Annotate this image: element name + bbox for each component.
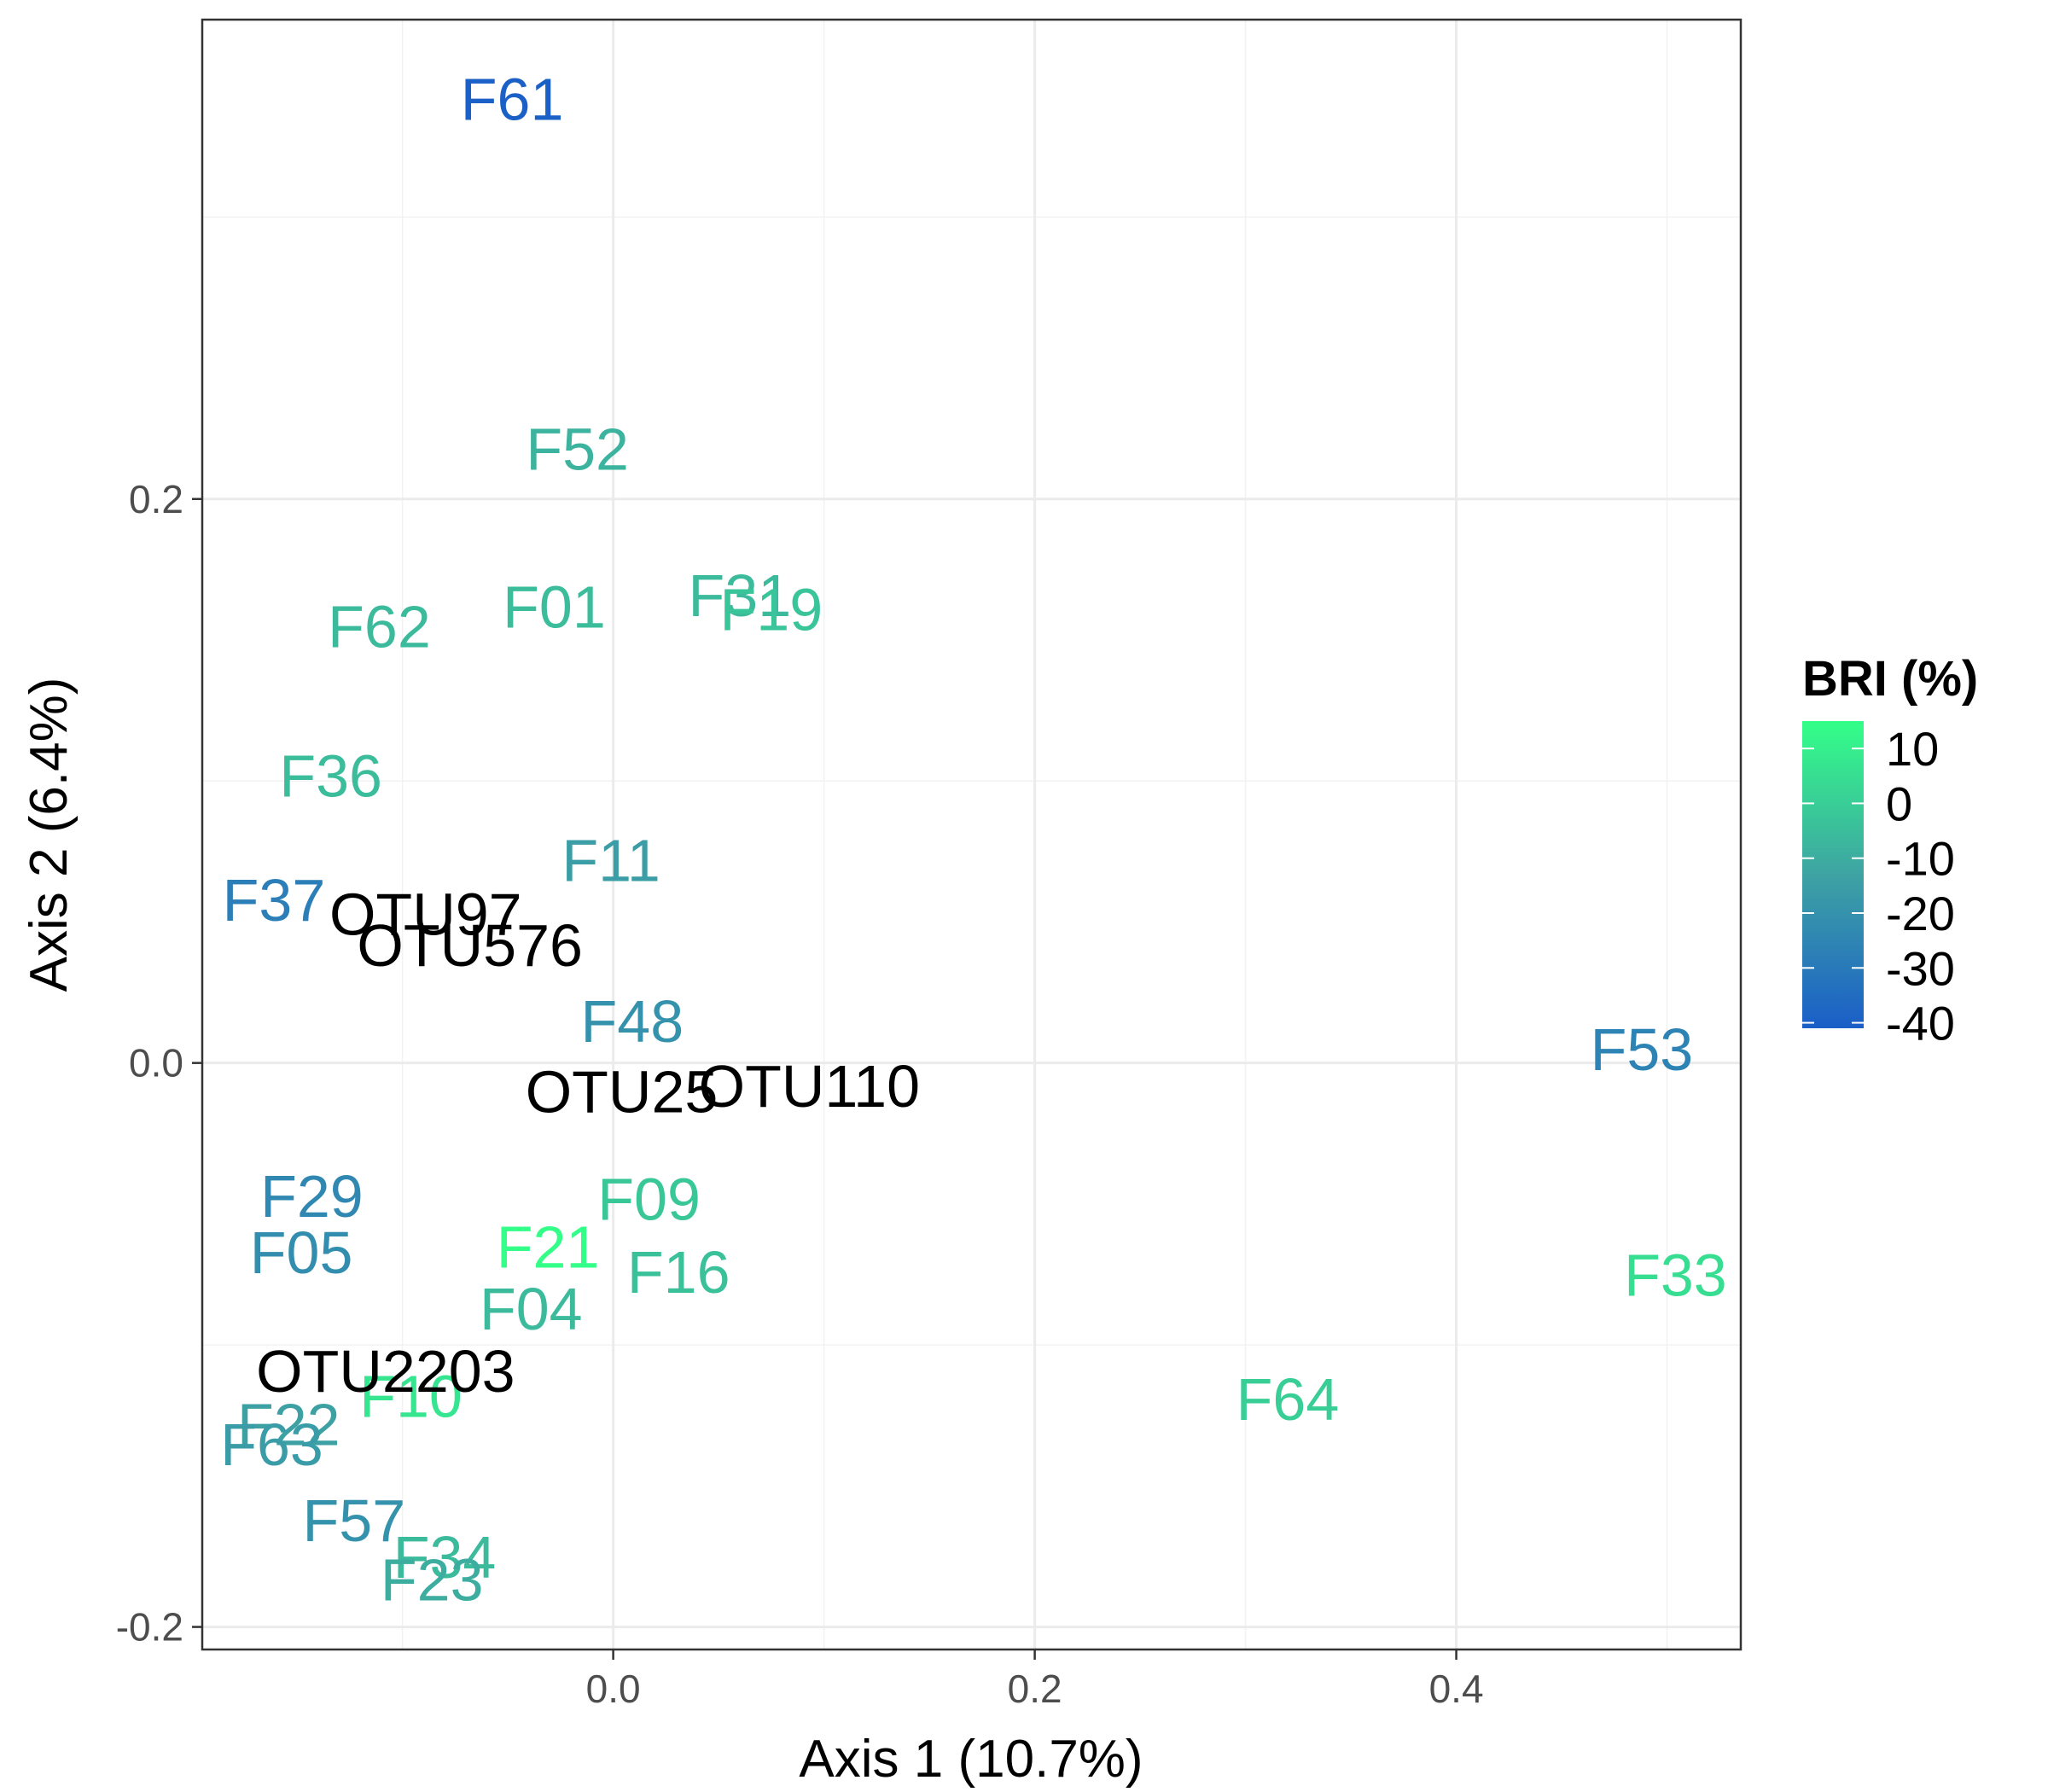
sample-label: F63 xyxy=(220,1411,323,1478)
sample-label: F33 xyxy=(1624,1242,1727,1309)
legend-tick-label: -30 xyxy=(1886,941,1955,995)
sample-label: F23 xyxy=(381,1546,484,1613)
plot-panel-border xyxy=(201,18,1743,1651)
legend-colorbar xyxy=(1802,721,1864,1028)
sample-label: F61 xyxy=(461,67,564,133)
y-tick-label: -0.2 xyxy=(116,1605,183,1649)
sample-label: F01 xyxy=(503,573,606,640)
sample-label: F52 xyxy=(526,416,629,482)
y-axis-title: Axis 2 (6.4%) xyxy=(20,678,79,992)
otu-label: OTU2203 xyxy=(256,1338,515,1405)
sample-label: F10 xyxy=(359,1364,463,1430)
y-tick-label: 0.0 xyxy=(129,1041,183,1085)
sample-label: F34 xyxy=(393,1524,497,1591)
sample-label: F48 xyxy=(581,988,684,1055)
grid-lines xyxy=(202,20,1741,1649)
sample-label: F22 xyxy=(237,1392,340,1458)
sample-label: F36 xyxy=(279,743,382,810)
legend-tick-label: -40 xyxy=(1886,997,1955,1050)
sample-label: F31 xyxy=(689,562,792,629)
sample-label: F37 xyxy=(223,867,326,934)
y-axis-ticks: -0.2 0.0 0.2 xyxy=(116,477,202,1649)
x-axis-ticks: 0.0 0.2 0.4 xyxy=(586,1649,1484,1711)
sample-label: F62 xyxy=(328,593,431,660)
sample-label: F21 xyxy=(497,1213,600,1280)
x-axis-title: Axis 1 (10.7%) xyxy=(799,1730,1143,1789)
sample-label: F29 xyxy=(260,1163,364,1230)
sample-label: F16 xyxy=(627,1239,730,1306)
legend-tick-label: -10 xyxy=(1886,832,1955,886)
y-tick-label: 0.2 xyxy=(129,477,183,521)
legend-tick-label: -20 xyxy=(1886,887,1955,940)
x-tick-label: 0.0 xyxy=(586,1667,641,1711)
sample-label: F04 xyxy=(480,1276,583,1342)
sample-label: F57 xyxy=(303,1487,406,1554)
legend-title: BRI (%) xyxy=(1802,651,1978,707)
sample-label: F19 xyxy=(720,577,823,643)
x-tick-label: 0.4 xyxy=(1429,1667,1484,1711)
otu-label: OTU25 xyxy=(526,1059,719,1126)
x-tick-label: 0.2 xyxy=(1008,1667,1062,1711)
legend-tick-label: 10 xyxy=(1886,722,1939,776)
otu-label: OTU97 xyxy=(329,881,522,948)
otu-label: OTU110 xyxy=(699,1053,920,1120)
legend-ticks: 100-10-20-30-40 xyxy=(1802,722,1955,1050)
sample-label: F05 xyxy=(250,1219,353,1286)
otu-label: OTU576 xyxy=(357,912,583,979)
sample-label: F11 xyxy=(561,828,660,894)
color-legend: BRI (%) 100-10-20-30-40 xyxy=(1802,651,1978,1050)
sample-label: F64 xyxy=(1236,1366,1340,1433)
sample-label: F09 xyxy=(597,1166,701,1232)
sample-label: F53 xyxy=(1591,1016,1694,1083)
legend-tick-label: 0 xyxy=(1886,777,1912,830)
